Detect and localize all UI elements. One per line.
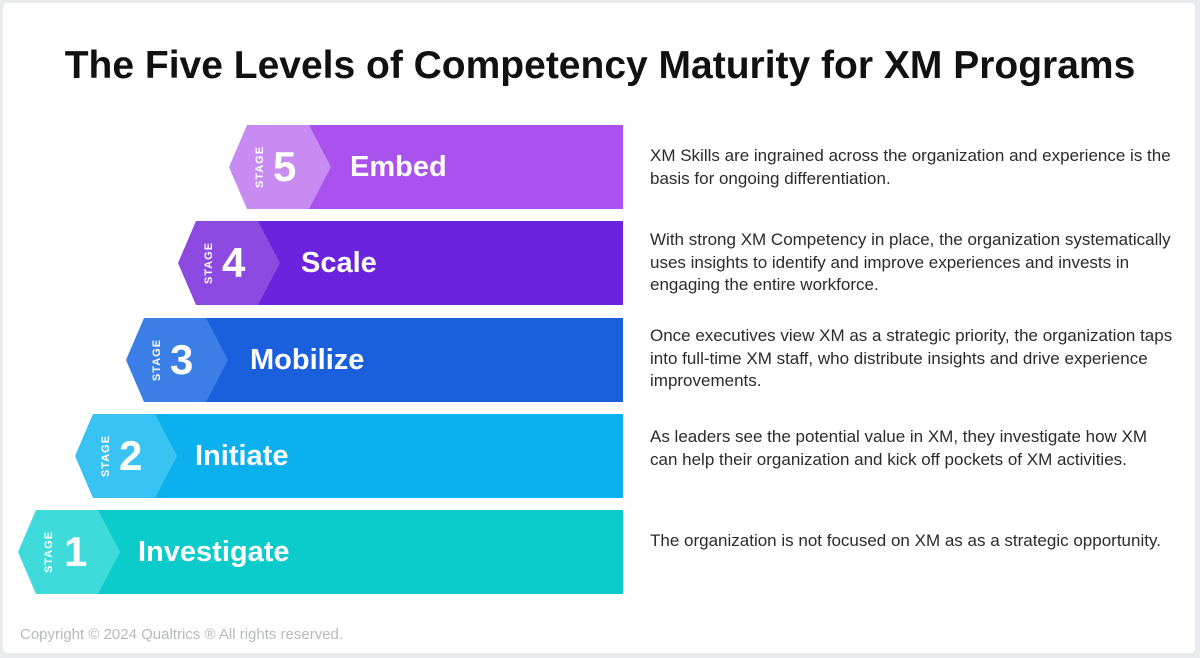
stage-4-band: STAGE 4 Scale [178, 221, 623, 305]
stage-2-bar [155, 414, 623, 498]
stage-1-stage-word: STAGE [43, 530, 55, 574]
stage-4-stage-word: STAGE [203, 241, 215, 285]
stage-5-band: STAGE 5 Embed [229, 125, 623, 209]
stage-5-bar [309, 125, 623, 209]
stage-3-band: STAGE 3 Mobilize [126, 318, 623, 402]
stage-2-band: STAGE 2 Initiate [75, 414, 623, 498]
stage-4-bar [258, 221, 623, 305]
stage-4-description: With strong XM Competency in place, the … [650, 230, 1171, 294]
stage-3-number: 3 [170, 336, 194, 383]
stage-3-description: Once executives view XM as a strategic p… [650, 326, 1173, 390]
stage-2-stage-word: STAGE [100, 434, 112, 478]
stage-1-label: Investigate [138, 536, 290, 568]
stage-5-number: 5 [273, 143, 297, 190]
stage-3-bar [206, 318, 623, 402]
stage-4-number: 4 [222, 239, 246, 286]
copyright-notice: Copyright © 2024 Qualtrics ® All rights … [20, 626, 344, 643]
stage-5-label: Embed [350, 151, 447, 183]
stage-2-number: 2 [119, 432, 143, 479]
stage-4-label: Scale [301, 247, 377, 279]
stage-3-label: Mobilize [250, 344, 365, 376]
stage-5-stage-word: STAGE [254, 145, 266, 189]
stage-2-description: As leaders see the potential value in XM… [650, 427, 1148, 469]
stage-1-description: The organization is not focused on XM as… [650, 531, 1161, 550]
stage-1-number: 1 [64, 528, 88, 575]
stage-1-bar [98, 510, 623, 594]
stage-2-label: Initiate [195, 440, 289, 472]
stage-1-band: STAGE 1 Investigate [18, 510, 623, 594]
page-title: The Five Levels of Competency Maturity f… [64, 44, 1136, 87]
stage-3-stage-word: STAGE [151, 338, 163, 382]
stage-5-description: XM Skills are ingrained across the organ… [650, 146, 1171, 188]
